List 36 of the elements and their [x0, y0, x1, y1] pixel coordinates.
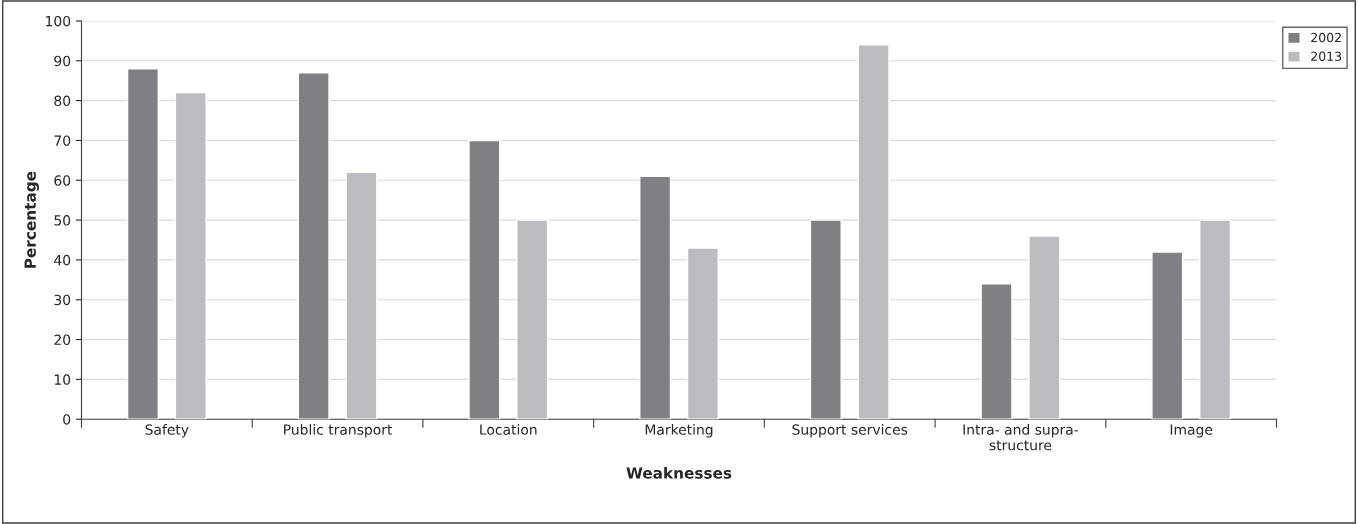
x-tick-label: Marketing [645, 424, 713, 438]
y-tick-label: 50 [54, 215, 71, 226]
bar [857, 44, 890, 420]
y-tick-label: 0 [63, 414, 71, 425]
bar [686, 247, 719, 420]
bar [1028, 235, 1061, 420]
bar [174, 91, 207, 420]
x-tick-label: Support services [792, 424, 908, 438]
x-tick-label: Image [1170, 424, 1213, 438]
bar [516, 219, 549, 420]
bar [345, 171, 378, 420]
bar [297, 72, 330, 420]
y-tick-label: 100 [46, 15, 71, 27]
bar [639, 175, 672, 420]
y-tick-label: 10 [54, 374, 71, 385]
y-axis-title: Percentage [24, 171, 39, 268]
y-tick-label: 20 [54, 334, 71, 346]
x-tick-label: Public transport [284, 424, 393, 438]
y-tick-label: 70 [54, 135, 71, 146]
bar [1151, 251, 1184, 420]
bar [809, 219, 842, 420]
bar [468, 139, 501, 420]
y-tick-label: 30 [54, 294, 71, 306]
bar [980, 283, 1013, 420]
y-tick-label: 90 [54, 55, 71, 67]
y-tick-label: 60 [54, 175, 71, 186]
x-tick-label: Intra- and supra- structure [963, 424, 1079, 451]
x-tick-label: Location [480, 424, 537, 435]
y-tick-label: 40 [54, 254, 71, 266]
x-tick-label: Safety [145, 424, 189, 438]
bar [126, 68, 159, 420]
legend-label: 2013 [1311, 51, 1342, 61]
legend-label: 2002 [1311, 32, 1341, 43]
y-tick-label: 80 [54, 95, 71, 107]
x-axis-title: Weaknesses [626, 466, 732, 479]
bar [1199, 219, 1232, 420]
